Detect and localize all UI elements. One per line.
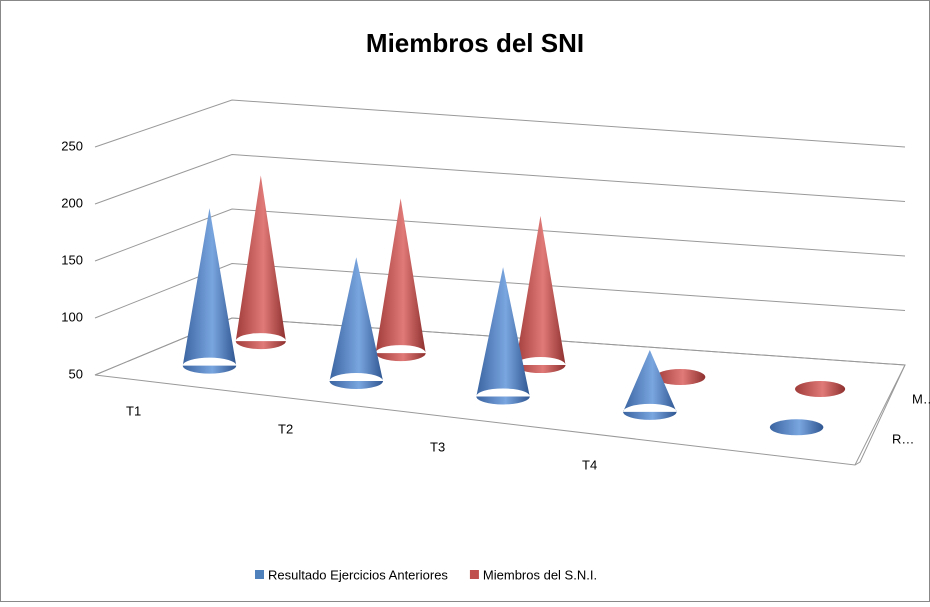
cone — [515, 215, 566, 374]
cone — [623, 349, 677, 420]
cone — [375, 198, 426, 362]
cone — [329, 257, 384, 390]
grid-line — [94, 153, 906, 205]
y-tick-label: 150 — [61, 252, 83, 267]
x-tick-label: T2 — [278, 421, 293, 436]
depth-label: M… — [912, 391, 930, 406]
y-tick-label: 50 — [69, 366, 83, 381]
legend-swatch — [469, 570, 479, 579]
cone — [769, 419, 824, 436]
grid-line — [94, 208, 906, 262]
legend-label: Miembros del S.N.I. — [483, 567, 597, 582]
x-tick-label: T3 — [430, 439, 445, 454]
legend-swatch — [255, 570, 264, 579]
cone — [182, 208, 237, 374]
grid-line — [94, 99, 906, 148]
cone — [235, 175, 286, 350]
x-tick-label: T1 — [126, 403, 141, 418]
y-tick-label: 100 — [61, 309, 83, 324]
depth-label: R… — [892, 431, 914, 446]
grid-line — [94, 262, 906, 319]
chart-title: Miembros del SNI — [366, 28, 584, 58]
y-tick-label: 200 — [61, 195, 83, 210]
cone — [655, 369, 706, 386]
legend-label: Resultado Ejercicios Anteriores — [268, 567, 448, 582]
cone — [795, 380, 846, 398]
cone — [476, 267, 530, 405]
side-axis — [854, 364, 906, 466]
x-tick-label: T4 — [582, 457, 597, 472]
grid-line — [94, 317, 906, 376]
y-tick-label: 250 — [61, 138, 83, 153]
